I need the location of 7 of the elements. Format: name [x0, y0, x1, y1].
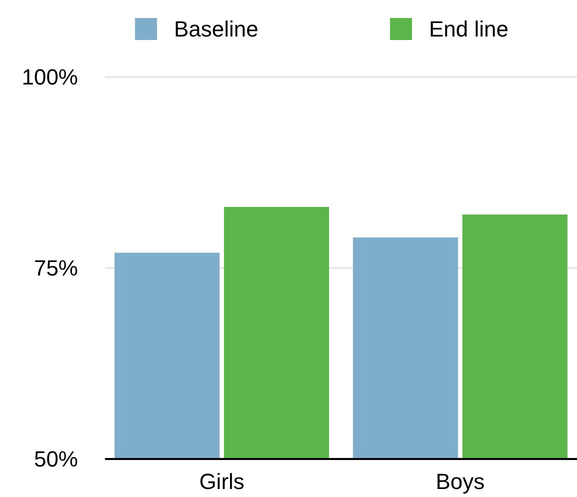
y-tick-label: 75% — [34, 256, 78, 281]
legend-label: End line — [429, 16, 509, 42]
x-tick-label: Boys — [436, 469, 485, 494]
y-tick-label: 50% — [34, 446, 78, 472]
y-tick-label: 100% — [22, 64, 78, 90]
legend-label: Baseline — [174, 16, 258, 42]
x-tick-label: Girls — [199, 469, 244, 494]
